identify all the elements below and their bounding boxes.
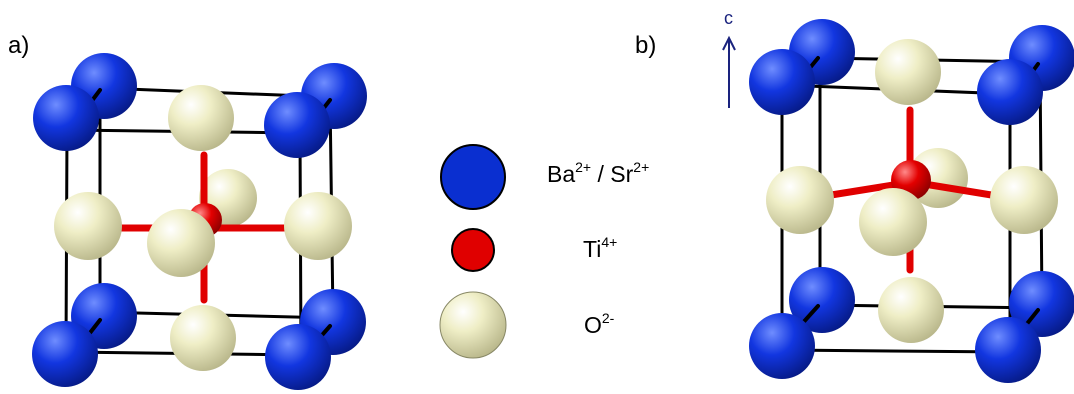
panel-a-label: a) (8, 32, 29, 59)
o-atom (170, 305, 236, 371)
o-atom (284, 192, 352, 260)
legend-ti-symbol (451, 228, 495, 272)
ba-atom (265, 324, 331, 390)
ba-atom (789, 267, 855, 333)
ba-atom (977, 59, 1043, 125)
o-atom (54, 192, 122, 260)
o-atom (168, 85, 234, 151)
ba-atom (1009, 271, 1074, 337)
panel-b-label: b) (635, 32, 656, 59)
ba-atom (749, 49, 815, 115)
o-atom (147, 209, 215, 277)
ba-atom (264, 92, 330, 158)
unit-cell-a (32, 53, 367, 390)
c-axis-label: c (724, 8, 733, 28)
legend-ba-label: Ba2+ / Sr2+ (547, 159, 649, 187)
unit-cell-b (749, 19, 1074, 383)
legend-o-label: O2- (584, 310, 615, 338)
ba-atom (33, 85, 99, 151)
o-atom (875, 39, 941, 105)
legend-ti-label: Ti4+ (583, 234, 617, 262)
o-atom (859, 188, 927, 256)
legend-ba-symbol (440, 144, 506, 210)
o-atom (766, 166, 834, 234)
ba-atom (975, 317, 1041, 383)
ba-atom (749, 313, 815, 379)
o-atom (990, 166, 1058, 234)
legend: Ba2+ / Sr2+ Ti4+ O2- (439, 144, 649, 359)
o-atom (878, 277, 944, 343)
ba-atom (32, 321, 98, 387)
legend-o-symbol (439, 291, 507, 359)
c-axis-arrow: c (722, 8, 736, 108)
